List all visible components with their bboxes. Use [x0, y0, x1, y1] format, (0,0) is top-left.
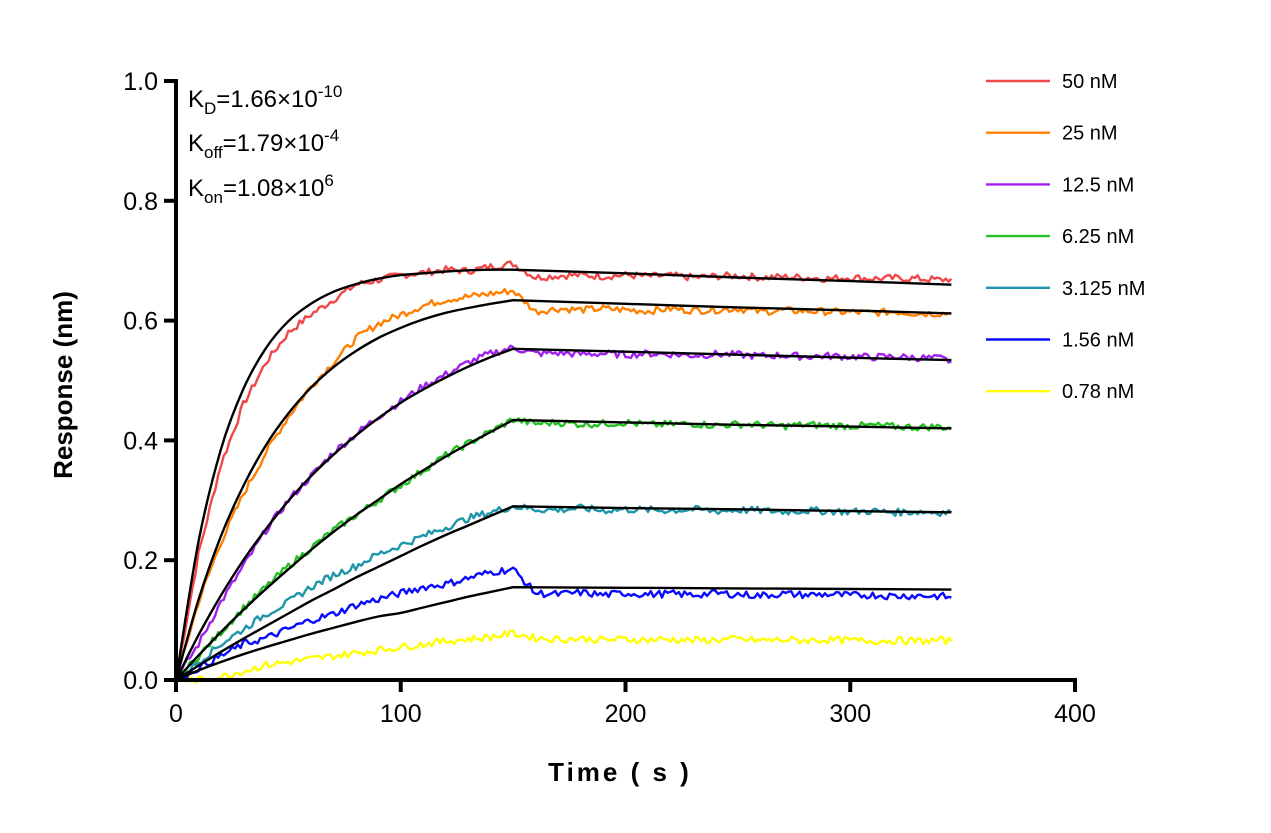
y-tick-label: 0.2: [123, 547, 158, 575]
y-tick-label: 0.8: [123, 188, 158, 216]
plot-area: [174, 260, 953, 685]
legend-label: 1.56 nM: [1062, 330, 1134, 352]
x-tick-label: 400: [1054, 700, 1096, 728]
fit-curve-3-125-nm: [175, 505, 952, 682]
x-tick-label: 0: [169, 700, 183, 728]
legend-label: 3.125 nM: [1062, 278, 1145, 300]
measured-curve-3-125-nm: [175, 503, 953, 682]
y-tick-label: 0.4: [123, 427, 158, 455]
legend-label: 12.5 nM: [1062, 174, 1134, 196]
kon-annotation: Kon=1.08×106: [188, 171, 334, 207]
legend-item: 50 nM: [986, 71, 1118, 93]
measured-curve-25-nm: [174, 287, 952, 681]
fit-curve-12-5-nm: [174, 347, 952, 681]
legend-item: 0.78 nM: [986, 381, 1134, 403]
fit-curve-1-56-nm: [175, 585, 952, 682]
axes: 0.0 0.2 0.4 0.6 0.8 1.0 0 100 200 300 400: [123, 68, 1096, 728]
koff-annotation: Koff=1.79×10-4: [188, 126, 339, 162]
x-tick-label: 300: [829, 700, 871, 728]
kd-annotation: KD=1.66×10-10: [188, 82, 342, 118]
measured-curve-0-78-nm: [175, 629, 953, 685]
legend-label: 25 nM: [1062, 123, 1118, 145]
measured-curve-50-nm: [174, 260, 953, 681]
legend: 50 nM 25 nM 12.5 nM 6.25 nM 3.125 nM 1.56 nM 0…: [986, 71, 1145, 403]
measured-curve-12-5-nm: [175, 344, 952, 682]
legend-label: 6.25 nM: [1062, 226, 1134, 248]
measured-curve-1-56-nm: [175, 566, 952, 682]
fit-curve-6-25-nm: [175, 418, 952, 681]
fit-curve-50-nm: [174, 268, 952, 681]
x-axis-title: Time ( s ): [548, 757, 692, 787]
y-tick-label: 0.0: [123, 667, 158, 695]
legend-item: 25 nM: [986, 123, 1118, 145]
y-tick-label: 1.0: [123, 68, 158, 96]
x-tick-label: 200: [605, 700, 647, 728]
legend-item: 3.125 nM: [986, 278, 1145, 300]
legend-item: 12.5 nM: [986, 174, 1134, 196]
fit-curve-25-nm: [174, 298, 952, 681]
y-axis-title: Response (nm): [48, 291, 78, 479]
x-tick-label: 100: [380, 700, 422, 728]
legend-item: 6.25 nM: [986, 226, 1134, 248]
kinetics-annotation: KD=1.66×10-10 Koff=1.79×10-4 Kon=1.08×10…: [188, 82, 342, 207]
legend-label: 50 nM: [1062, 71, 1118, 93]
legend-item: 1.56 nM: [986, 330, 1134, 352]
y-tick-label: 0.6: [123, 308, 158, 336]
legend-label: 0.78 nM: [1062, 381, 1134, 403]
